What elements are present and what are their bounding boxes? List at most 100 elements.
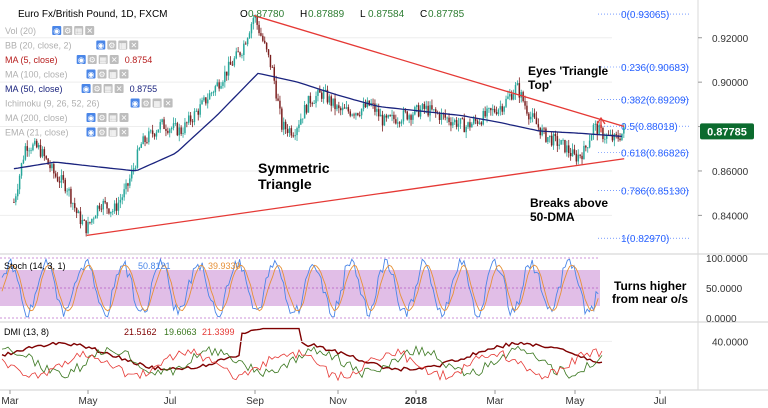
candle-body	[615, 134, 617, 136]
candle-body	[64, 179, 66, 192]
candle-body	[41, 149, 44, 157]
candle-body	[263, 40, 266, 43]
candle-body	[491, 108, 494, 111]
fib-label-0.786: 0.786(0.85130)	[621, 186, 689, 197]
candle-body	[474, 118, 477, 121]
candle-body	[554, 134, 557, 137]
candle-body	[252, 18, 255, 25]
candle-body	[423, 104, 426, 109]
price-candles	[13, 14, 625, 237]
candle-body	[51, 164, 53, 169]
indicator-label: MA (200, close)	[5, 113, 68, 123]
candle-body	[459, 118, 462, 124]
indicator-legend: Vol (20) ◉ ⚙ ▦ ✕BB (20, close, 2) ◉ ⚙ ▦ ✕MA (5, …	[5, 26, 173, 138]
candle-body	[309, 95, 312, 104]
dmi-axis: 40.0000	[0, 337, 749, 348]
candle-body	[13, 202, 15, 203]
candle-body	[73, 203, 76, 209]
time-axis-label: May	[566, 396, 585, 407]
fib-label-0.236: 0.236(0.90683)	[621, 63, 689, 74]
candle-body	[364, 103, 367, 108]
time-axis: Mar May Jul Sep Nov 2018 Mar May Jul	[1, 390, 666, 407]
dmi-minus-line	[1, 348, 603, 382]
candle-body	[415, 105, 418, 108]
indicator-icon-glyph: ✕	[86, 27, 93, 36]
price-axis-label: 0.84000	[712, 211, 749, 222]
candle-body	[281, 108, 283, 130]
candle-body	[157, 129, 160, 133]
candle-body	[227, 61, 230, 76]
candle-body	[206, 99, 209, 104]
candle-body	[617, 135, 619, 139]
candle-body	[412, 114, 414, 120]
candle-body	[434, 109, 437, 113]
candle-body	[22, 159, 25, 164]
close-icon	[119, 127, 129, 137]
candle-body	[313, 103, 315, 104]
indicator-icon-glyph: ▦	[109, 70, 117, 79]
candle-body	[146, 142, 148, 143]
candle-body	[358, 115, 361, 116]
eye-icon	[86, 69, 96, 79]
annotation-breaks-line1: Breaks above	[530, 196, 608, 210]
candle-body	[220, 85, 222, 89]
indicator-label: MA (100, close)	[5, 70, 68, 80]
candle-body	[311, 103, 313, 105]
eye-icon	[86, 113, 96, 122]
candle-body	[320, 92, 323, 99]
candle-body	[205, 97, 207, 104]
annotation-turns-line2: from near o/s	[612, 292, 688, 306]
candle-body	[282, 121, 285, 130]
indicator-icon-glyph: ✕	[121, 114, 128, 123]
candle-body	[469, 122, 471, 128]
candle-body	[269, 54, 272, 68]
stoch-axis-label: 50.0000	[706, 284, 743, 295]
candle-body	[410, 115, 412, 120]
candle-body	[222, 82, 224, 86]
candle-body	[170, 127, 173, 130]
fib-label-0.618: 0.618(0.86826)	[621, 149, 689, 160]
indicator-label: Vol (20)	[5, 26, 36, 36]
candle-body	[168, 129, 171, 133]
candle-body	[398, 122, 401, 124]
last-price-label: 0.87785	[707, 126, 747, 138]
candle-body	[605, 134, 608, 139]
price-axis-label: 0.86000	[712, 167, 749, 178]
candle-body	[377, 109, 380, 117]
candle-body	[180, 127, 182, 134]
candle-body	[284, 121, 287, 130]
candle-body	[529, 116, 532, 120]
candle-body	[300, 118, 302, 125]
candle-body	[165, 128, 167, 131]
candle-body	[328, 96, 331, 103]
candle-body	[531, 113, 534, 117]
ohlc-key-H: H	[300, 9, 307, 20]
candle-body	[493, 108, 496, 113]
candle-body	[305, 105, 308, 113]
grid-icon	[74, 26, 84, 35]
gear-icon	[107, 40, 117, 50]
indicator-label: MA (50, close)	[5, 84, 63, 94]
indicator-icon-glyph: ✕	[121, 70, 128, 79]
candle-body	[566, 145, 568, 153]
candle-body	[271, 67, 274, 68]
candle-body	[296, 128, 298, 136]
candle-body	[472, 118, 475, 124]
indicator-label: Ichimoku (9, 26, 52, 26)	[5, 99, 100, 109]
candle-body	[585, 145, 587, 148]
candle-body	[368, 100, 370, 106]
candle-body	[275, 80, 277, 99]
candle-body	[535, 117, 538, 125]
grid-icon	[118, 40, 128, 50]
candle-body	[547, 137, 549, 142]
candle-body	[575, 153, 578, 162]
candle-body	[149, 130, 152, 132]
indicator-icon-glyph: ▦	[109, 114, 117, 123]
candle-body	[450, 122, 452, 126]
indicator-icon-glyph: ✕	[116, 85, 123, 94]
candle-body	[191, 121, 194, 123]
candle-body	[85, 220, 87, 234]
dmi-minus-value: 21.3399	[202, 327, 235, 337]
candle-body	[151, 130, 154, 135]
